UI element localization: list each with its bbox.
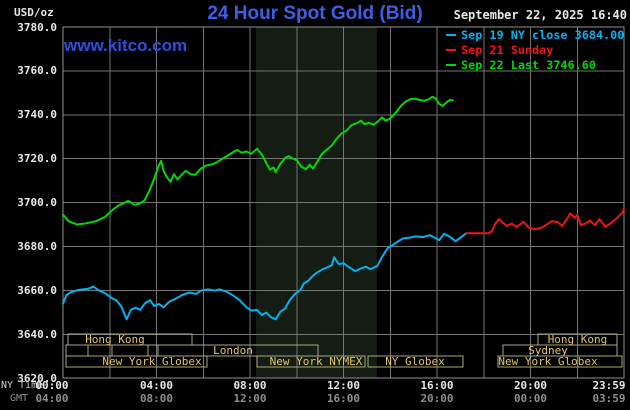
x-tick-label-gmt: 03:59 xyxy=(592,392,626,405)
plot-border xyxy=(62,26,625,379)
legend-item: Sep 21 Sunday xyxy=(446,42,624,57)
y-tick-label: 3780.0 xyxy=(17,20,57,34)
session-label: Hong Kong xyxy=(85,333,145,346)
session-label: New York NYMEX xyxy=(270,355,363,368)
y-tick-label: 3680.0 xyxy=(17,240,57,253)
x-tick-label-ny: 16:00 xyxy=(420,379,454,392)
x-tick-label-gmt: 16:00 xyxy=(326,392,361,405)
y-tick-label: 3640.0 xyxy=(17,327,57,341)
session-label: NY Globex xyxy=(385,355,445,368)
legend-label: Sep 21 Sunday xyxy=(461,42,554,57)
x-tick-label-gmt: 12:00 xyxy=(233,392,267,405)
x-tick-label-gmt: 20:00 xyxy=(420,392,454,405)
y-axis-unit-label: USD/oz xyxy=(14,6,54,19)
x-tick-label-ny: 04:00 xyxy=(139,379,174,392)
legend-label: Sep 22 Last 3746.60 xyxy=(461,57,596,72)
series-line-green xyxy=(62,95,454,226)
x-tick-label-ny: 23:59 xyxy=(592,379,626,392)
y-tick-label: 3740.0 xyxy=(17,108,57,122)
session-label: Hong Kong xyxy=(548,333,608,346)
session-box xyxy=(65,355,208,368)
session-label: Sydney xyxy=(528,344,568,357)
session-label: New York Globex xyxy=(102,355,202,368)
x-tick-label-ny: 00:00 xyxy=(35,379,69,392)
session-label: London xyxy=(213,344,253,357)
session-box xyxy=(157,344,319,357)
chart-datetime: September 22, 2025 16:40 xyxy=(453,8,627,22)
y-tick-label: 3760.0 xyxy=(17,64,57,78)
y-tick-label: 3720.0 xyxy=(17,152,57,166)
session-box xyxy=(497,355,623,368)
page-title: 24 Hour Spot Gold (Bid) xyxy=(207,3,423,24)
session-box xyxy=(367,355,464,368)
ny-time-row-label: NY Time xyxy=(1,380,44,391)
legend-dash-icon xyxy=(446,48,456,51)
session-box xyxy=(65,344,89,357)
y-tick-label: 3700.0 xyxy=(17,196,57,210)
legend-item: Sep 22 Last 3746.60 xyxy=(446,57,624,72)
x-tick-label-ny: 08:00 xyxy=(233,379,267,392)
kitco-watermark-link[interactable]: www.kitco.com xyxy=(64,36,188,55)
gmt-row-label: GMT xyxy=(10,393,29,404)
legend-dash-icon xyxy=(446,33,456,36)
session-box xyxy=(256,355,366,368)
legend-item: Sep 19 NY close 3684.00 xyxy=(446,27,624,42)
x-tick-label-gmt: 04:00 xyxy=(35,392,69,405)
x-tick-label-ny: 12:00 xyxy=(326,379,361,392)
x-tick-label-gmt: 08:00 xyxy=(139,392,174,405)
legend-label: Sep 19 NY close 3684.00 xyxy=(461,27,625,42)
legend-dash-icon xyxy=(446,63,456,66)
legend: Sep 19 NY close 3684.00 Sep 21 Sunday Sep … xyxy=(446,27,624,72)
x-tick-label-ny: 20:00 xyxy=(513,379,548,392)
series-line-cyan xyxy=(62,232,468,321)
session-label: New York Globex xyxy=(498,355,598,368)
series-line-red xyxy=(465,206,625,235)
y-tick-label: 3660.0 xyxy=(17,283,57,297)
x-tick-label-gmt: 00:00 xyxy=(513,392,548,405)
y-tick-label: 3620.0 xyxy=(17,371,57,385)
